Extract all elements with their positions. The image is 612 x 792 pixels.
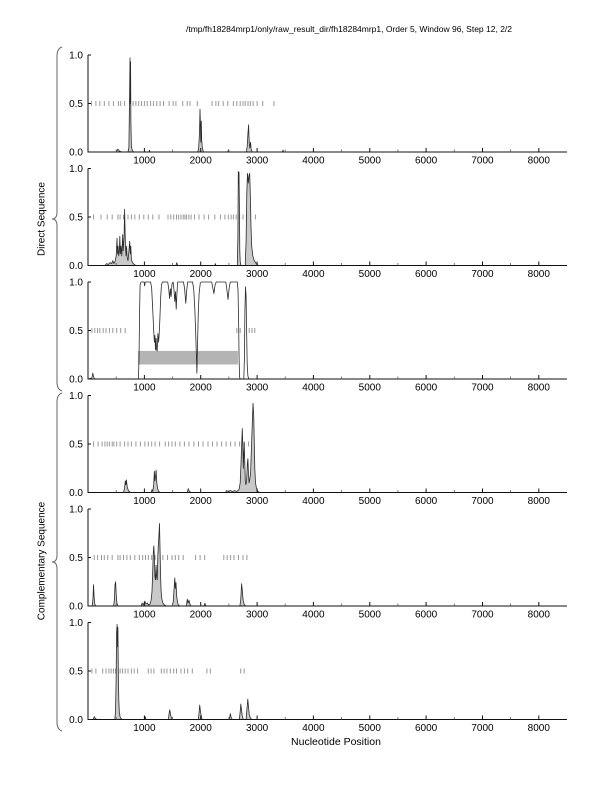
x-tick-label: 5000 <box>359 610 382 621</box>
y-tick-label: 1.0 <box>69 618 83 629</box>
x-axis-title: Nucleotide Position <box>291 736 381 748</box>
y-tick-label: 1.0 <box>69 505 83 516</box>
y-tick-label: 1.0 <box>69 51 83 62</box>
signal-curve <box>88 57 567 153</box>
x-tick-label: 7000 <box>471 610 494 621</box>
signal-curve <box>88 624 253 720</box>
x-tick-label: 7000 <box>471 156 494 167</box>
y-tick-label: 0.5 <box>69 99 83 110</box>
x-tick-label: 3000 <box>246 496 269 507</box>
x-tick-label: 1000 <box>133 383 156 394</box>
complementary-sequence-label: Complementary Sequence <box>36 501 48 621</box>
x-tick-label: 7000 <box>471 496 494 507</box>
x-tick-label: 7000 <box>471 269 494 280</box>
x-tick-label: 5000 <box>359 383 382 394</box>
x-tick-label: 5000 <box>359 723 382 734</box>
y-tick-label: 0.5 <box>69 326 83 337</box>
x-tick-label: 6000 <box>415 383 438 394</box>
x-tick-label: 2000 <box>190 156 213 167</box>
x-tick-label: 4000 <box>302 269 325 280</box>
y-tick-label: 1.0 <box>69 164 83 175</box>
y-tick-label: 0.5 <box>69 213 83 224</box>
y-tick-label: 0.0 <box>69 375 83 386</box>
x-tick-label: 1000 <box>133 610 156 621</box>
x-tick-label: 3000 <box>246 723 269 734</box>
axes <box>87 622 567 720</box>
complementary-sequence-brace <box>51 392 63 732</box>
panel-5-complementary-frame-2: 1.0 0.5 0.0 1000 2000 3000 4000 5000 6000 7000 800… <box>69 505 567 621</box>
signal-curve <box>88 171 567 266</box>
x-tick-label: 8000 <box>528 723 551 734</box>
x-tick-label: 3000 <box>246 383 269 394</box>
highlight-band <box>137 350 238 365</box>
panel-2-direct-frame-2: 1.0 0.5 0.0 1000 2000 3000 4000 5000 6000 7000 800… <box>69 164 567 280</box>
x-tick-label: 8000 <box>528 610 551 621</box>
x-tick-label: 3000 <box>246 156 269 167</box>
x-tick-label: 1000 <box>133 269 156 280</box>
x-tick-label: 8000 <box>528 269 551 280</box>
x-tick-label: 4000 <box>302 610 325 621</box>
y-tick-label: 0.5 <box>69 440 83 451</box>
x-tick-label: 3000 <box>246 610 269 621</box>
x-tick-label: 2000 <box>190 269 213 280</box>
x-tick-label: 4000 <box>302 383 325 394</box>
x-tick-label: 7000 <box>471 723 494 734</box>
plot-title: /tmp/fh18284mrp1/only/raw_result_dir/fh1… <box>186 24 513 34</box>
y-tick-label: 1.0 <box>69 278 83 289</box>
x-tick-label: 2000 <box>190 723 213 734</box>
x-tick-label: 2000 <box>190 496 213 507</box>
y-tick-label: 0.0 <box>69 148 83 159</box>
axes <box>87 168 567 266</box>
x-tick-label: 6000 <box>415 496 438 507</box>
x-tick-label: 8000 <box>528 156 551 167</box>
x-tick-label: 2000 <box>190 610 213 621</box>
panel-1-direct-frame-1: 1.0 0.5 0.0 1000 2000 3000 4000 5000 6000 7000 800… <box>69 51 567 167</box>
x-tick-label: 6000 <box>415 610 438 621</box>
x-tick-label: 5000 <box>359 269 382 280</box>
panel-4-complementary-frame-1: 1.0 0.5 0.0 1000 2000 3000 4000 5000 6000 7000 800… <box>69 391 567 507</box>
x-tick-label: 6000 <box>415 723 438 734</box>
panel-3-direct-frame-3: 1.0 0.5 0.0 1000 2000 3000 4000 5000 6000 7000 800… <box>69 278 567 394</box>
x-tick-label: 1000 <box>133 156 156 167</box>
x-tick-label: 4000 <box>302 156 325 167</box>
x-tick-label: 1000 <box>133 496 156 507</box>
y-tick-label: 0.0 <box>69 261 83 272</box>
y-tick-label: 0.0 <box>69 715 83 726</box>
x-tick-label: 3000 <box>246 269 269 280</box>
y-tick-label: 0.0 <box>69 488 83 499</box>
signal-curve <box>88 523 567 607</box>
x-tick-label: 2000 <box>190 383 213 394</box>
x-tick-label: 6000 <box>415 156 438 167</box>
direct-sequence-brace <box>51 46 63 392</box>
signal-curve <box>87 281 567 380</box>
x-tick-label: 4000 <box>302 723 325 734</box>
x-tick-label: 8000 <box>528 383 551 394</box>
x-tick-label: 8000 <box>528 496 551 507</box>
y-tick-label: 0.0 <box>69 602 83 613</box>
x-tick-label: 5000 <box>359 496 382 507</box>
y-tick-label: 1.0 <box>69 391 83 402</box>
y-tick-label: 0.5 <box>69 667 83 678</box>
x-tick-label: 4000 <box>302 496 325 507</box>
signal-curve <box>88 402 567 493</box>
direct-sequence-label: Direct Sequence <box>36 182 48 256</box>
panel-6-complementary-frame-3: 1.0 0.5 0.0 1000 2000 3000 4000 5000 6000 7000 800… <box>69 618 567 734</box>
x-tick-label: 5000 <box>359 156 382 167</box>
y-tick-label: 0.5 <box>69 553 83 564</box>
x-tick-label: 7000 <box>471 383 494 394</box>
x-tick-label: 6000 <box>415 269 438 280</box>
x-tick-label: 1000 <box>133 723 156 734</box>
